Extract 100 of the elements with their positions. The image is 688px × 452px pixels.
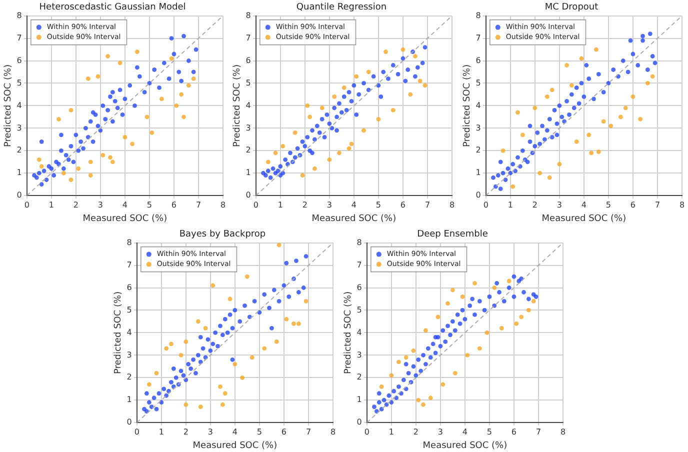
point	[422, 83, 428, 88]
point	[482, 308, 487, 312]
y-tick-label: 2	[126, 372, 132, 382]
y-tick-label: 8	[246, 10, 251, 20]
point	[497, 290, 502, 294]
point	[232, 308, 238, 312]
point	[438, 344, 443, 348]
x-tick-label: 5	[146, 200, 152, 210]
point	[450, 319, 455, 324]
point	[586, 132, 592, 138]
y-tick-label: 4	[476, 100, 481, 110]
point	[270, 166, 276, 171]
point	[302, 144, 308, 148]
point	[120, 112, 125, 117]
point	[112, 99, 118, 104]
point	[208, 348, 213, 353]
point	[349, 99, 354, 104]
point	[520, 148, 525, 153]
point	[322, 134, 327, 140]
y-tick-label: 8	[16, 10, 22, 20]
y-tick-label: 8	[476, 10, 481, 20]
point	[137, 74, 142, 79]
point	[547, 116, 552, 122]
point	[342, 86, 346, 90]
point	[403, 78, 408, 84]
point	[174, 104, 179, 108]
point	[230, 326, 235, 330]
point	[650, 74, 655, 79]
point	[276, 168, 280, 174]
y-tick-label: 0	[246, 190, 251, 200]
point	[406, 68, 410, 72]
point	[301, 286, 306, 290]
point	[238, 319, 242, 324]
point	[203, 326, 208, 330]
point	[420, 60, 425, 66]
point	[71, 160, 76, 164]
point	[68, 108, 74, 112]
point	[152, 396, 156, 400]
point	[496, 173, 500, 178]
x-tick-label: 1	[388, 427, 394, 436]
point	[411, 348, 416, 353]
x-tick-label: 2	[183, 427, 188, 436]
point	[284, 260, 289, 266]
point	[186, 83, 191, 88]
point	[421, 402, 426, 407]
point	[424, 328, 428, 333]
point	[396, 72, 400, 76]
point	[538, 170, 542, 176]
point	[198, 334, 203, 340]
point	[608, 124, 614, 128]
y-tick-label: 2	[356, 372, 362, 382]
y-tick-label: 5	[476, 78, 481, 88]
y-tick-label: 3	[476, 123, 481, 132]
point	[589, 150, 594, 156]
point	[169, 380, 174, 384]
y-tick-label: 7	[16, 33, 22, 42]
point	[270, 326, 274, 330]
x-tick-label: 4	[232, 427, 238, 436]
point	[477, 346, 482, 351]
point	[252, 299, 257, 304]
x-tick-label: 4	[462, 427, 468, 436]
point	[430, 342, 436, 346]
point	[122, 96, 128, 102]
point	[564, 63, 569, 68]
point	[154, 406, 159, 412]
point	[389, 373, 394, 378]
point	[416, 357, 421, 362]
point	[280, 144, 286, 148]
x-tick-label: 5	[606, 200, 612, 210]
y-tick-label: 4	[16, 100, 22, 110]
point	[276, 242, 282, 248]
point	[390, 63, 396, 68]
y-tick-label: 6	[126, 282, 132, 292]
y-tick-label: 0	[476, 190, 481, 200]
point	[552, 108, 557, 112]
point	[262, 292, 267, 297]
point	[327, 157, 332, 162]
point	[196, 319, 200, 324]
point	[569, 92, 574, 97]
point	[491, 175, 496, 180]
point	[39, 139, 44, 144]
x-axis-title: Measured SOC (%)	[312, 214, 396, 224]
point	[36, 157, 42, 162]
point	[502, 299, 506, 304]
point	[292, 130, 298, 135]
point	[171, 366, 176, 371]
chart-title: MC Dropout	[544, 2, 599, 13]
y-tick-label: 3	[126, 350, 132, 360]
point	[300, 173, 305, 178]
point	[450, 288, 455, 292]
point	[498, 160, 503, 164]
chart-title: Bayes by Backprop	[179, 230, 266, 240]
point	[200, 346, 206, 351]
point	[532, 144, 538, 148]
point	[492, 286, 497, 290]
point	[162, 60, 166, 66]
point	[411, 364, 416, 369]
point	[594, 47, 598, 52]
point	[421, 352, 426, 358]
point	[294, 258, 298, 263]
